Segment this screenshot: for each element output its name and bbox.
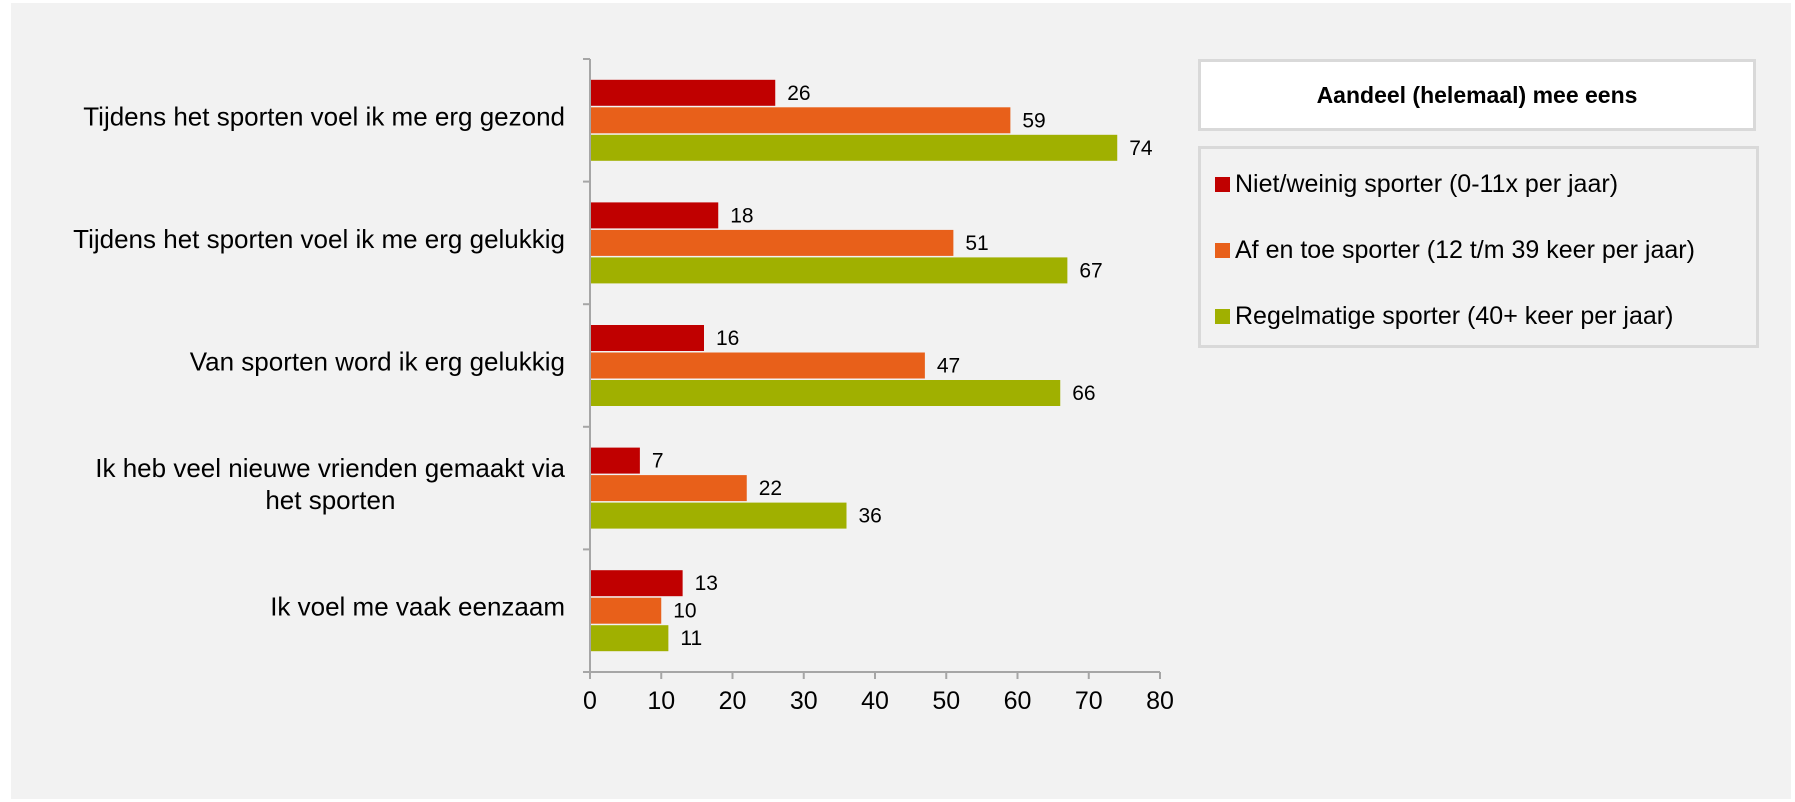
bar-4-2 xyxy=(590,625,669,652)
legend-item-af-en-toe: Af en toe sporter (12 t/m 39 keer per ja… xyxy=(1215,230,1695,270)
data-label-2-2: 66 xyxy=(1072,382,1095,405)
category-label-3-line-1: het sporten xyxy=(265,485,395,515)
data-label-2-1: 47 xyxy=(937,355,960,378)
legend-label-niet-weinig: Niet/weinig sporter (0-11x per jaar) xyxy=(1235,169,1619,198)
bar-3-1 xyxy=(590,475,747,502)
legend-item-regelmatig: Regelmatige sporter (40+ keer per jaar) xyxy=(1215,296,1673,336)
x-tick-label-1: 10 xyxy=(647,687,675,715)
x-tick-label-7: 70 xyxy=(1075,687,1103,715)
bar-1-1 xyxy=(590,229,954,256)
x-tick-label-8: 80 xyxy=(1146,687,1174,715)
bar-3-2 xyxy=(590,502,847,529)
legend-label-af-en-toe: Af en toe sporter (12 t/m 39 keer per ja… xyxy=(1235,235,1695,264)
legend-title-box: Aandeel (helemaal) mee eens xyxy=(1198,59,1756,131)
x-tick-label-6: 60 xyxy=(1004,687,1032,715)
data-label-0-0: 26 xyxy=(787,82,810,105)
data-label-3-1: 22 xyxy=(759,477,782,500)
bar-0-2 xyxy=(590,134,1118,161)
x-tick-label-3: 30 xyxy=(790,687,818,715)
bar-4-0 xyxy=(590,570,683,597)
data-label-1-2: 67 xyxy=(1079,259,1102,282)
bar-4-1 xyxy=(590,597,662,624)
legend: Niet/weinig sporter (0-11x per jaar) Af … xyxy=(1198,146,1759,348)
category-label-2: Van sporten word ik erg gelukkig xyxy=(190,347,565,377)
data-label-3-2: 36 xyxy=(859,505,882,528)
data-label-4-0: 13 xyxy=(695,572,718,595)
bar-2-1 xyxy=(590,352,925,379)
bar-2-2 xyxy=(590,380,1061,406)
legend-title: Aandeel (helemaal) mee eens xyxy=(1316,81,1638,108)
category-label-3-line-0: Ik heb veel nieuwe vrienden gemaakt via xyxy=(95,453,565,483)
data-label-3-0: 7 xyxy=(652,450,664,473)
legend-swatch-niet-weinig xyxy=(1215,176,1230,192)
bar-0-0 xyxy=(590,79,776,106)
data-label-4-1: 10 xyxy=(673,600,696,623)
bar-3-0 xyxy=(590,447,640,474)
legend-swatch-af-en-toe xyxy=(1215,242,1230,258)
data-label-2-0: 16 xyxy=(716,327,739,350)
data-label-0-1: 59 xyxy=(1022,109,1045,132)
bar-2-0 xyxy=(590,325,704,351)
bar-1-0 xyxy=(590,202,719,229)
x-tick-label-4: 40 xyxy=(861,687,889,715)
data-label-4-2: 11 xyxy=(680,627,702,650)
bar-1-2 xyxy=(590,257,1068,284)
bar-0-1 xyxy=(590,107,1011,134)
data-label-1-0: 18 xyxy=(730,204,753,227)
x-tick-label-2: 20 xyxy=(719,687,747,715)
legend-label-regelmatig: Regelmatige sporter (40+ keer per jaar) xyxy=(1235,301,1674,330)
data-label-1-1: 51 xyxy=(965,232,988,255)
category-label-4: Ik voel me vaak eenzaam xyxy=(270,592,565,622)
data-label-0-2: 74 xyxy=(1129,137,1153,160)
legend-swatch-regelmatig xyxy=(1215,308,1230,324)
category-label-1: Tijdens het sporten voel ik me erg geluk… xyxy=(73,224,565,254)
category-label-0: Tijdens het sporten voel ik me erg gezon… xyxy=(83,101,565,131)
legend-item-niet-weinig: Niet/weinig sporter (0-11x per jaar) xyxy=(1215,164,1618,204)
x-tick-label-5: 50 xyxy=(932,687,960,715)
x-tick-label-0: 0 xyxy=(583,687,597,715)
